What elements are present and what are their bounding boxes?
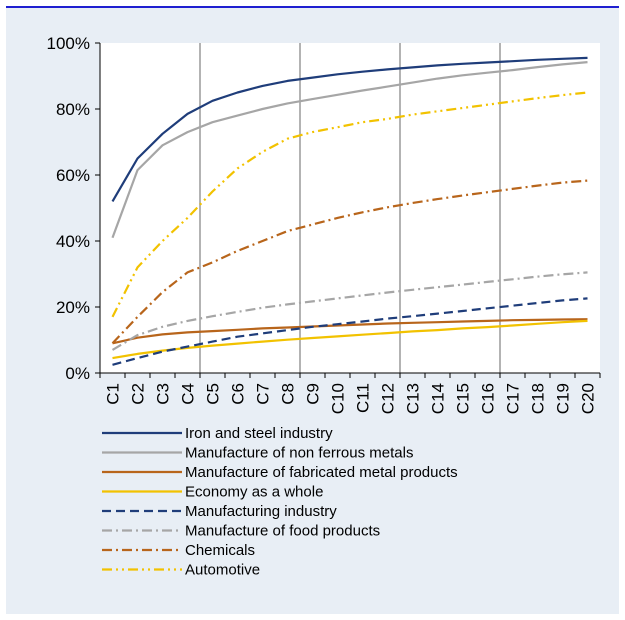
series-line-5 (112, 297, 588, 366)
x-tick-label: C13 (404, 383, 423, 414)
x-tick-label: C5 (204, 383, 223, 405)
x-tick-label: C8 (279, 383, 298, 405)
axes (95, 42, 601, 378)
y-tick-label: 80% (56, 100, 90, 119)
x-tick-label: C10 (329, 383, 348, 414)
y-tick-label: 20% (56, 298, 90, 317)
x-tick-label: C19 (554, 383, 573, 414)
legend-label-7: Chemicals (185, 542, 255, 559)
x-tick-label: C4 (179, 383, 198, 405)
legend-label-8: Automotive (185, 562, 260, 579)
x-tick-label: C3 (154, 383, 173, 405)
x-tick-label: C18 (529, 383, 548, 414)
x-tick-label: C2 (129, 383, 148, 405)
x-tick-label: C20 (579, 383, 598, 414)
series-lines (111, 56, 588, 366)
plot-area (100, 43, 600, 373)
x-tick-label: C15 (454, 383, 473, 414)
y-tick-label: 60% (56, 166, 90, 185)
x-tick-label: C6 (229, 383, 248, 405)
chart-panel: 0% 20% 40% 60% 80% 100% C1 C2 C3 C4 C5 C6 C7 C8 C9 C10… (6, 6, 619, 614)
series-line-4 (112, 319, 588, 360)
series-line-3 (112, 318, 588, 345)
x-tick-label: C11 (354, 383, 373, 413)
x-tick-label: C16 (479, 383, 498, 414)
x-tick-label: C7 (254, 383, 273, 405)
x-tick-label: C1 (104, 383, 123, 405)
series-line-8 (111, 91, 588, 318)
series-line-1 (111, 56, 588, 202)
x-tick-label: C17 (504, 383, 523, 414)
x-tick-labels: C1 C2 C3 C4 C5 C6 C7 C8 C9 C10 C11 C12 C13 C14 C15 C16 C… (104, 383, 598, 414)
legend-label-6: Manufacture of food products (185, 523, 380, 540)
x-tick-label: C14 (429, 383, 448, 414)
x-tick-label: C9 (304, 383, 323, 405)
legend-label-5: Manufacturing industry (185, 503, 337, 520)
legend-label-2: Manufacture of non ferrous metals (185, 445, 413, 462)
legend-label-1: Iron and steel industry (185, 425, 333, 442)
y-tick-label: 40% (56, 232, 90, 251)
line-chart: 0% 20% 40% 60% 80% 100% C1 C2 C3 C4 C5 C6 C7 C8 C9 C10… (47, 34, 601, 579)
series-line-7 (111, 179, 588, 345)
y-tick-labels: 0% 20% 40% 60% 80% 100% (47, 34, 90, 383)
y-tick-label: 100% (47, 34, 90, 53)
series-line-6 (111, 271, 588, 351)
series-line-2 (111, 61, 588, 239)
legend-label-3: Manufacture of fabricated metal products (185, 464, 458, 481)
y-tick-label: 0% (65, 364, 90, 383)
vertical-gridlines (100, 43, 600, 373)
legend-label-4: Economy as a whole (185, 484, 323, 501)
legend: Iron and steel industry Manufacture of no… (102, 425, 458, 579)
x-tick-label: C12 (379, 383, 398, 414)
